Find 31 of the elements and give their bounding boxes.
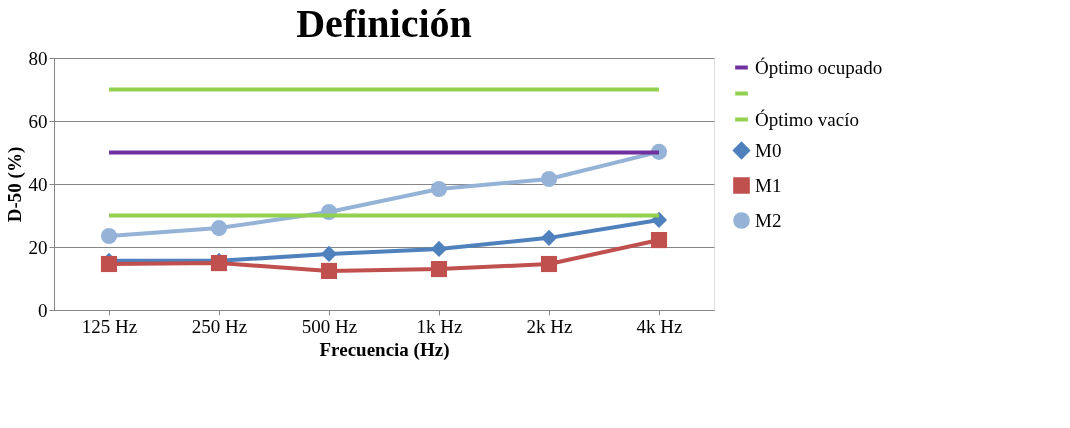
y-tick-label: 40 (28, 173, 48, 195)
point (100, 255, 118, 273)
x-tick-label: 500 Hz (301, 315, 358, 337)
point (320, 262, 338, 279)
y-tick-label: 0 (38, 299, 48, 321)
legend-label: M1 (755, 174, 782, 196)
point (430, 180, 448, 198)
x-tick-label: 125 Hz (81, 315, 138, 337)
point (210, 220, 228, 237)
legend-label: Óptimo ocupado (755, 56, 883, 78)
x-tick-label: 250 Hz (191, 315, 248, 337)
y-tick-label: 80 (28, 47, 48, 69)
y-tick-label: 60 (28, 110, 48, 132)
legend-label: M0 (755, 139, 782, 161)
point (650, 232, 668, 249)
x-tick-label: 4k Hz (636, 315, 683, 337)
legend-label: Óptimo vacío (755, 108, 859, 130)
chart-title: Definición (296, 1, 472, 46)
x-axis-title: Frecuencia (Hz) (319, 338, 450, 361)
x-tick-label: 2k Hz (526, 315, 573, 337)
y-axis-title: D-50 (%) (3, 146, 26, 223)
point (540, 170, 558, 188)
legend-label: M2 (755, 209, 782, 231)
point (320, 245, 338, 262)
y-tick-label: 20 (28, 236, 48, 258)
point (430, 260, 448, 278)
x-tick-label: 1k Hz (416, 315, 463, 337)
point (100, 227, 118, 245)
point (430, 240, 448, 257)
point (540, 255, 558, 273)
point (540, 229, 558, 246)
